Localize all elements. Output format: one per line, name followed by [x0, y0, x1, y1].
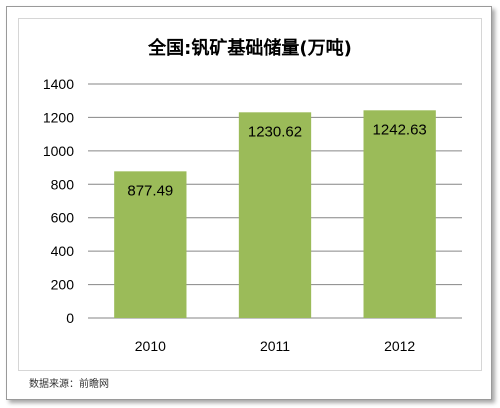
source-note: 数据来源：前瞻网 — [29, 379, 109, 390]
y-tick-label: 0 — [66, 310, 74, 326]
bar-2010 — [114, 171, 187, 318]
chart-title: 全国:钒矿基础储量(万吨) — [148, 38, 352, 59]
bar-2012 — [363, 110, 436, 318]
x-tick-label: 2012 — [384, 338, 415, 354]
bar-2011 — [238, 112, 312, 318]
y-tick-label: 600 — [51, 210, 75, 226]
y-tick-label: 400 — [51, 243, 75, 259]
data-label: 1242.63 — [373, 121, 427, 138]
data-label: 877.49 — [127, 182, 173, 199]
chart-area-border — [18, 18, 482, 371]
y-tick-label: 1400 — [43, 76, 74, 92]
data-label: 1230.62 — [248, 123, 302, 140]
x-tick-label: 2010 — [135, 338, 166, 354]
y-tick-label: 1200 — [43, 109, 74, 125]
x-tick-label: 2011 — [260, 338, 290, 354]
y-tick-label: 200 — [51, 277, 75, 293]
y-tick-label: 800 — [51, 176, 75, 192]
y-tick-label: 1000 — [43, 143, 74, 159]
